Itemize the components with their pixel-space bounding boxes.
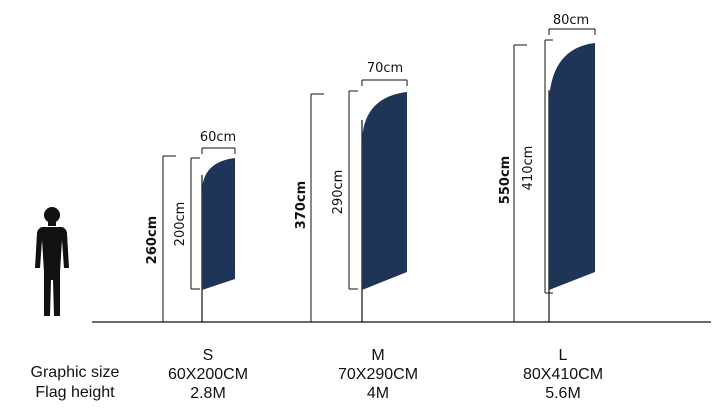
total-height-label: 550cm bbox=[498, 156, 513, 204]
width-label: 70cm bbox=[367, 61, 403, 76]
caption-medium: M 70X290CM 4M bbox=[318, 346, 438, 403]
caption-small: S 60X200CM 2.8M bbox=[148, 346, 268, 403]
flag-shape bbox=[362, 92, 407, 290]
flag-height: 5.6M bbox=[545, 385, 581, 402]
legend: Graphic size Flag height bbox=[10, 363, 140, 403]
graphic-height-label: 410cm bbox=[521, 146, 536, 191]
graphic-height-label: 200cm bbox=[173, 202, 188, 247]
graphic-size: 70X290CM bbox=[337, 366, 419, 383]
width-label: 80cm bbox=[553, 13, 589, 28]
person-silhouette-icon bbox=[35, 207, 69, 316]
flag-small: 260cm 200cm 60cm bbox=[145, 130, 236, 322]
size-code: L bbox=[558, 347, 568, 364]
graphic-size-legend: Graphic size bbox=[30, 364, 120, 381]
flag-large: 550cm 410cm 80cm bbox=[498, 13, 596, 322]
size-code: S bbox=[202, 347, 214, 364]
flag-medium: 370cm 290cm 70cm bbox=[294, 61, 408, 322]
flag-height: 2.8M bbox=[190, 385, 226, 402]
graphic-size: 60X200CM bbox=[167, 366, 249, 383]
graphic-size: 80X410CM bbox=[522, 366, 604, 383]
total-height-label: 370cm bbox=[294, 181, 309, 229]
flag-height: 4M bbox=[366, 385, 390, 402]
size-code: M bbox=[371, 347, 385, 364]
width-label: 60cm bbox=[200, 130, 236, 145]
total-height-label: 260cm bbox=[145, 216, 160, 264]
flag-shape bbox=[549, 43, 595, 290]
caption-large: L 80X410CM 5.6M bbox=[503, 346, 623, 403]
flag-shape bbox=[202, 158, 235, 290]
flag-height-legend: Flag height bbox=[35, 384, 115, 401]
graphic-height-label: 290cm bbox=[331, 170, 346, 215]
